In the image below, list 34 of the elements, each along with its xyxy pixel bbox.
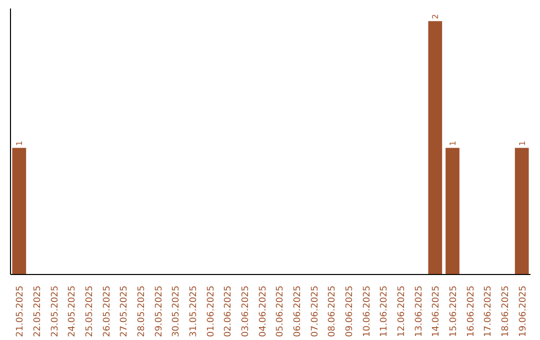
x-tick-label: 30.05.2025 bbox=[172, 286, 182, 338]
x-tick-label: 17.06.2025 bbox=[484, 286, 494, 338]
x-tick-label: 09.06.2025 bbox=[345, 286, 355, 338]
x-tick-label: 06.06.2025 bbox=[293, 286, 303, 338]
x-tick-label: 26.05.2025 bbox=[102, 286, 112, 338]
x-tick-label: 25.05.2025 bbox=[85, 286, 95, 338]
data-label: 2 bbox=[431, 14, 440, 20]
x-tick-label: 22.05.2025 bbox=[33, 286, 43, 338]
x-tick-label: 11.06.2025 bbox=[380, 286, 390, 338]
x-tick-label: 23.05.2025 bbox=[50, 286, 60, 338]
data-label: 1 bbox=[15, 140, 24, 146]
x-tick-label: 10.06.2025 bbox=[362, 286, 372, 338]
x-tick-label: 04.06.2025 bbox=[258, 286, 268, 338]
x-tick-label: 16.06.2025 bbox=[466, 286, 476, 338]
x-tick-label: 08.06.2025 bbox=[328, 286, 338, 338]
x-tick-label: 18.06.2025 bbox=[501, 286, 511, 338]
x-tick-label: 29.05.2025 bbox=[154, 286, 164, 338]
data-label: 1 bbox=[518, 140, 527, 146]
x-tick-label: 24.05.2025 bbox=[68, 286, 78, 338]
x-tick-label: 21.05.2025 bbox=[16, 286, 26, 338]
x-tick-label: 14.06.2025 bbox=[432, 286, 442, 338]
x-tick-label: 03.06.2025 bbox=[241, 286, 251, 338]
x-tick-label: 12.06.2025 bbox=[397, 286, 407, 338]
x-tick-label: 15.06.2025 bbox=[449, 286, 459, 338]
x-tick-label: 27.05.2025 bbox=[120, 286, 130, 338]
x-tick-label: 07.06.2025 bbox=[310, 286, 320, 338]
x-tick-label: 13.06.2025 bbox=[414, 286, 424, 338]
data-label: 1 bbox=[448, 140, 458, 146]
x-tick-label: 19.06.2025 bbox=[518, 286, 528, 338]
x-tick-label: 31.05.2025 bbox=[189, 286, 199, 338]
x-tick-label: 28.05.2025 bbox=[137, 286, 147, 338]
x-tick-label: 01.06.2025 bbox=[206, 286, 216, 338]
x-tick-label: 02.06.2025 bbox=[224, 286, 234, 338]
x-tick-label: 05.06.2025 bbox=[276, 286, 286, 338]
